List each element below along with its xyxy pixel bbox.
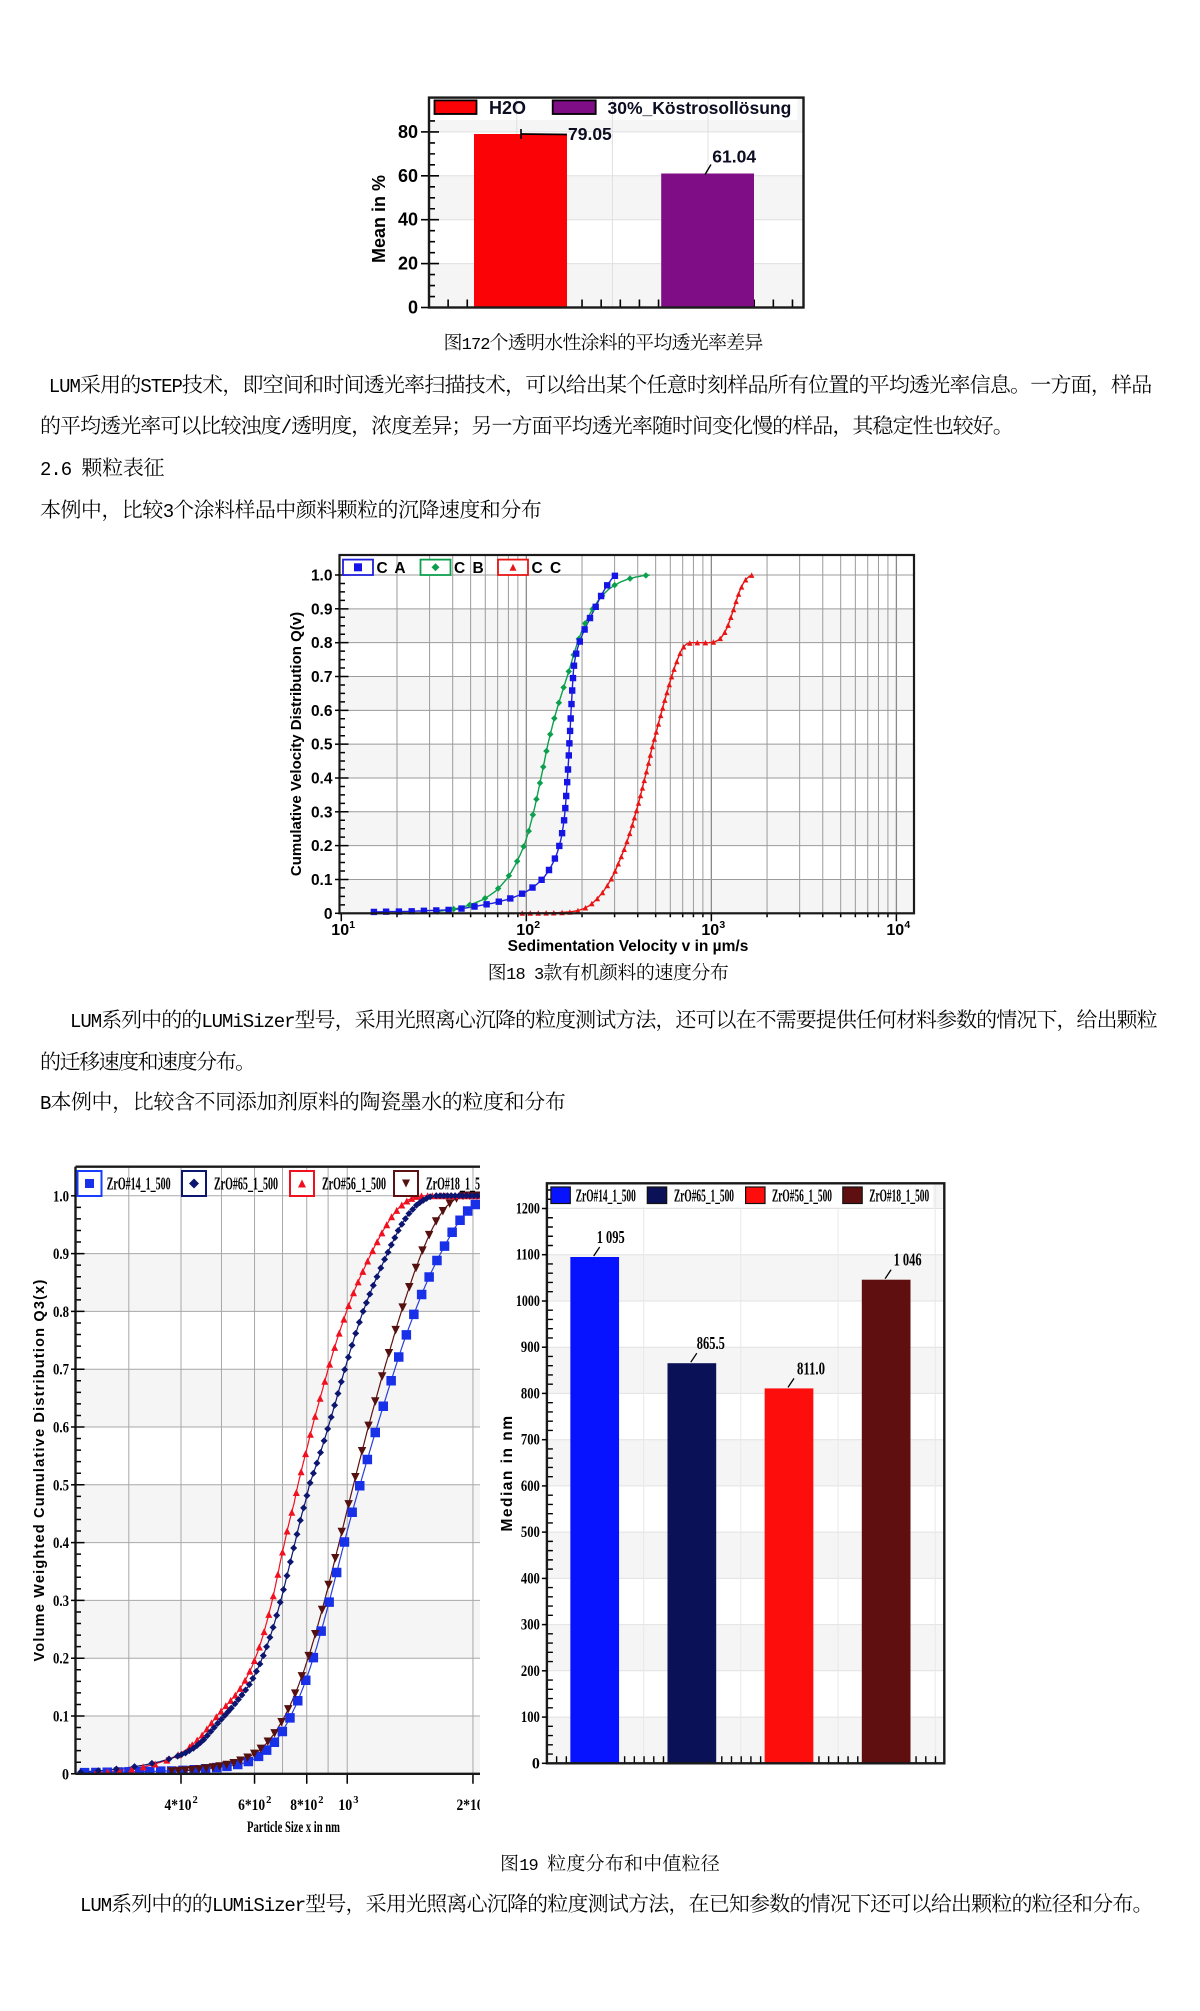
svg-text:C A: C A [377,560,408,577]
svg-text:0.2: 0.2 [311,838,333,855]
svg-text:0: 0 [532,1755,540,1772]
svg-text:80: 80 [398,122,418,142]
svg-text:0.4: 0.4 [311,771,333,788]
svg-text:2*10: 2*10 [457,1797,481,1814]
svg-text:600: 600 [521,1478,540,1495]
svg-text:300: 300 [521,1617,540,1634]
svg-text:ZrO#14_1_500: ZrO#14_1_500 [576,1186,636,1206]
svg-text:61.04: 61.04 [712,147,756,167]
svg-text:10: 10 [516,922,534,939]
svg-text:0.6: 0.6 [311,703,333,720]
svg-text:H2O: H2O [489,98,526,118]
svg-text:ZrO#56_1_500: ZrO#56_1_500 [322,1174,386,1194]
svg-text:0.7: 0.7 [311,669,333,686]
svg-text:4*10: 4*10 [165,1797,192,1814]
svg-text:4: 4 [904,919,910,931]
svg-text:79.05: 79.05 [568,124,612,144]
svg-text:20: 20 [398,254,418,274]
svg-text:1: 1 [349,919,355,931]
svg-text:Mean in %: Mean in % [369,175,389,263]
svg-text:400: 400 [521,1570,540,1587]
svg-text:6*10: 6*10 [238,1797,265,1814]
svg-text:0.3: 0.3 [311,804,333,821]
svg-text:C C: C C [532,560,563,577]
svg-text:0.9: 0.9 [53,1246,69,1263]
svg-text:1.0: 1.0 [53,1188,69,1205]
svg-text:3: 3 [719,919,725,931]
svg-text:0.5: 0.5 [53,1477,69,1494]
svg-text:2: 2 [534,919,540,931]
svg-text:2: 2 [266,1795,271,1806]
svg-text:0.6: 0.6 [53,1420,69,1437]
svg-text:10: 10 [886,922,904,939]
svg-text:0.7: 0.7 [53,1362,69,1379]
svg-text:500: 500 [521,1524,540,1541]
svg-text:1200: 1200 [516,1201,540,1218]
svg-text:10: 10 [701,922,719,939]
svg-text:C B: C B [454,560,485,577]
svg-text:200: 200 [521,1663,540,1680]
svg-text:Cumulative Velocity Distributi: Cumulative Velocity Distribution Q(v) [288,612,305,876]
svg-text:30%_Köstrosollösung: 30%_Köstrosollösung [608,98,792,118]
svg-text:ZrO#65_1_500: ZrO#65_1_500 [214,1174,278,1194]
svg-text:1000: 1000 [516,1293,540,1310]
svg-text:100: 100 [521,1709,540,1726]
svg-text:Volume Weighted Cumulative Dis: Volume Weighted Cumulative Distribution … [32,1279,48,1662]
svg-text:0.4: 0.4 [53,1535,69,1552]
svg-text:1 046: 1 046 [894,1250,922,1270]
svg-text:Sedimentation Velocity v in µm: Sedimentation Velocity v in µm/s [508,938,749,955]
svg-text:0.1: 0.1 [311,872,333,889]
svg-text:40: 40 [398,210,418,230]
svg-text:0: 0 [324,906,333,923]
svg-text:2: 2 [318,1795,323,1806]
svg-text:ZrO#18_1_500: ZrO#18_1_500 [426,1174,480,1194]
svg-text:ZrO#65_1_500: ZrO#65_1_500 [674,1186,734,1206]
svg-text:0.9: 0.9 [311,601,333,618]
svg-text:900: 900 [521,1339,540,1356]
svg-text:1100: 1100 [516,1247,540,1264]
svg-text:0.3: 0.3 [53,1593,69,1610]
svg-text:ZrO#18_1_500: ZrO#18_1_500 [869,1186,929,1206]
svg-text:10: 10 [331,922,349,939]
svg-text:0.8: 0.8 [53,1304,69,1321]
svg-text:1.0: 1.0 [311,568,333,585]
svg-text:3: 3 [353,1795,358,1806]
svg-text:ZrO#14_1_500: ZrO#14_1_500 [107,1174,171,1194]
svg-text:0.5: 0.5 [311,737,333,754]
svg-text:60: 60 [398,166,418,186]
svg-text:0: 0 [62,1766,69,1783]
svg-text:0.2: 0.2 [53,1651,69,1668]
svg-text:700: 700 [521,1432,540,1449]
svg-text:0: 0 [408,298,418,318]
svg-text:865.5: 865.5 [697,1333,725,1353]
svg-text:8*10: 8*10 [290,1797,317,1814]
svg-text:Particle Size x in nm: Particle Size x in nm [247,1819,340,1836]
svg-text:1 095: 1 095 [597,1227,625,1247]
svg-text:0.8: 0.8 [311,635,333,652]
svg-text:0.1: 0.1 [53,1709,69,1726]
svg-text:ZrO#56_1_500: ZrO#56_1_500 [772,1186,832,1206]
svg-text:800: 800 [521,1385,540,1402]
svg-text:10: 10 [338,1797,352,1814]
svg-text:2: 2 [193,1795,198,1806]
svg-text:Median in nm: Median in nm [499,1414,516,1531]
svg-text:811.0: 811.0 [797,1358,825,1378]
